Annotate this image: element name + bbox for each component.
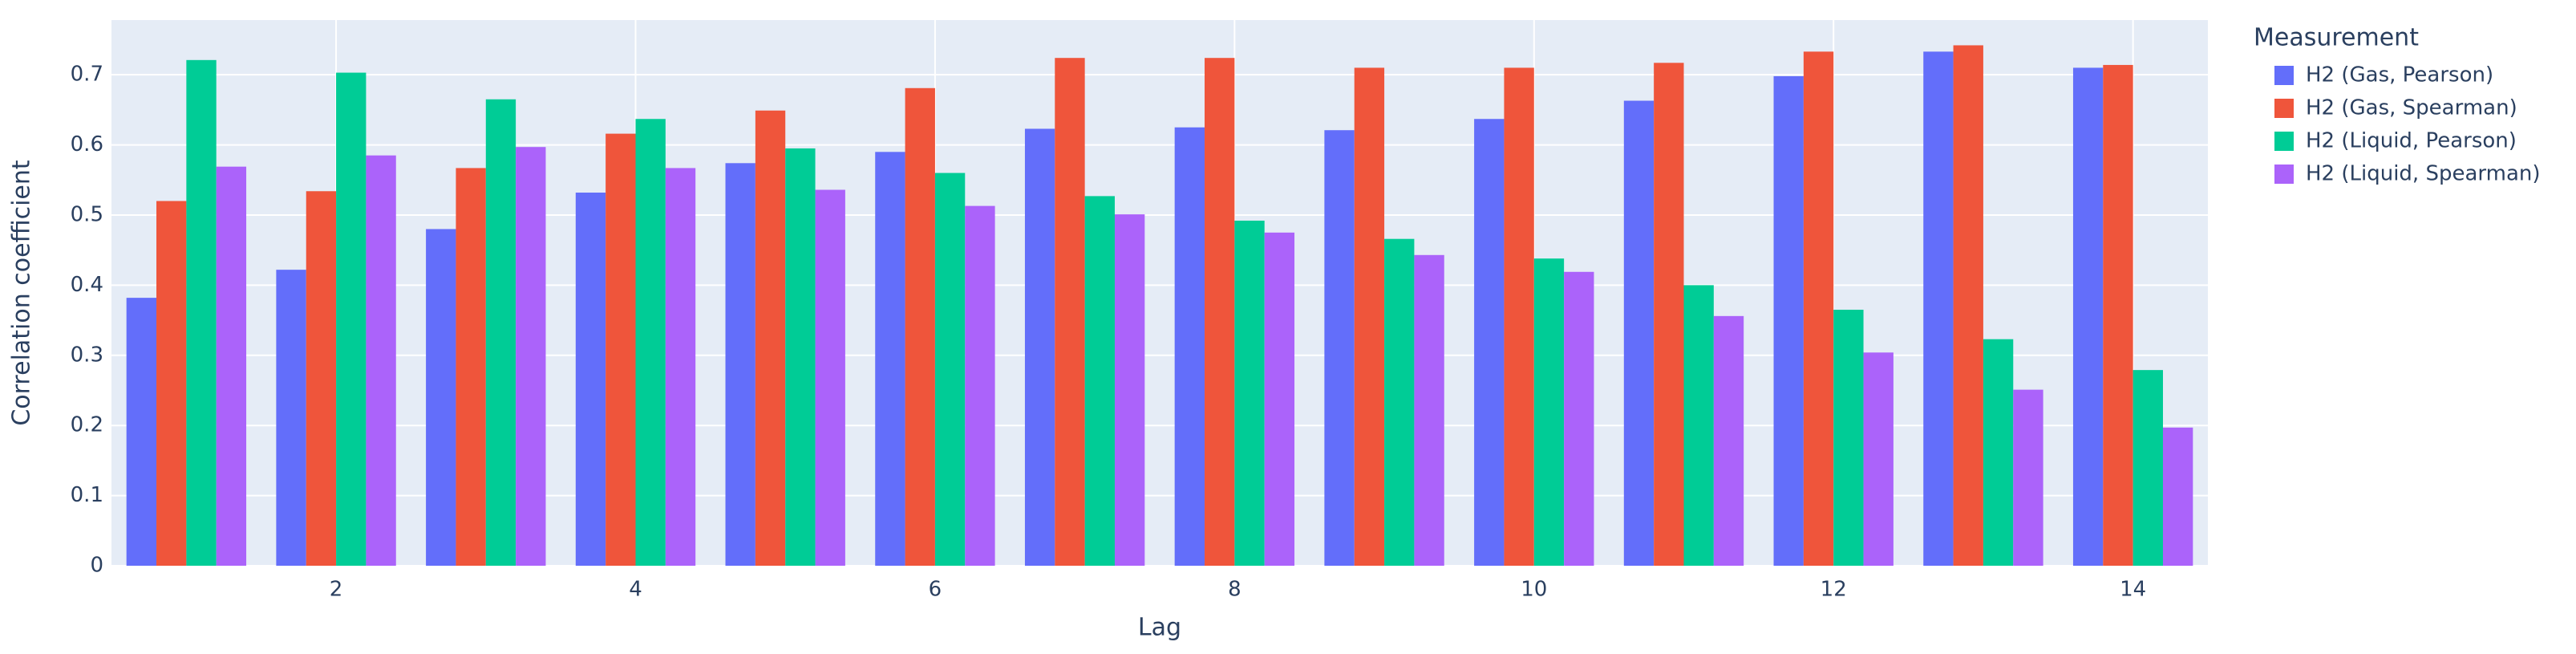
bars (126, 45, 2193, 567)
y-tick-label: 0.2 (71, 413, 103, 437)
bar (575, 193, 606, 566)
bar (725, 163, 755, 566)
bar (1833, 309, 1864, 566)
bar (1384, 238, 1415, 566)
bar (755, 110, 786, 567)
bar (635, 119, 666, 566)
bar (815, 189, 845, 566)
bar (1414, 254, 1444, 566)
bar (1055, 58, 1085, 567)
bar (934, 173, 966, 566)
bar (1205, 58, 1235, 567)
bar (156, 201, 187, 566)
bar (1354, 67, 1385, 566)
bar (336, 72, 367, 567)
bar (2072, 67, 2104, 566)
bar (1983, 339, 2014, 566)
legend-label: H2 (Gas, Pearson) (2306, 63, 2493, 87)
bar (1533, 258, 1565, 566)
x-tick-label: 10 (1521, 578, 1547, 602)
bar (366, 155, 396, 566)
y-tick-label: 0.7 (71, 63, 103, 87)
y-tick-label: 0.1 (71, 483, 103, 507)
bar (1654, 63, 1684, 567)
bar (1084, 196, 1115, 566)
bar (1953, 45, 1983, 567)
x-tick-label: 4 (629, 578, 642, 602)
bar (606, 133, 636, 567)
bar (426, 229, 456, 566)
bar (2103, 64, 2133, 567)
legend-swatch (2274, 99, 2294, 118)
bar (905, 87, 935, 566)
bar (1504, 67, 1534, 566)
x-tick-label: 6 (929, 578, 942, 602)
y-tick-label: 0 (90, 554, 103, 578)
x-axis-label: Lag (1138, 614, 1181, 642)
bar (1803, 51, 1834, 567)
bar (1024, 128, 1055, 566)
bar (1264, 232, 1295, 566)
bar (2132, 370, 2163, 566)
y-axis-label: Correlation coefficient (8, 160, 36, 426)
bar (276, 270, 306, 566)
x-tick-label: 12 (1821, 578, 1847, 602)
bar (1114, 214, 1145, 566)
bar (1683, 285, 1714, 566)
legend-label: H2 (Liquid, Pearson) (2306, 129, 2517, 153)
x-tick-label: 2 (330, 578, 343, 602)
bar (306, 191, 337, 567)
legend-swatch (2274, 66, 2294, 85)
bar (516, 147, 546, 567)
bar (1863, 352, 1894, 566)
bar (1174, 127, 1205, 566)
legend-label: H2 (Gas, Spearman) (2306, 96, 2517, 120)
bar (126, 298, 157, 566)
bar (875, 152, 905, 566)
y-tick-label: 0.3 (71, 343, 103, 367)
bar (2162, 427, 2193, 566)
bar (1474, 119, 1505, 566)
bar (1564, 271, 1594, 566)
bar (1324, 130, 1355, 567)
x-tick-label: 14 (2120, 578, 2146, 602)
bar (1234, 220, 1265, 566)
bar (456, 168, 486, 566)
bar (2013, 389, 2043, 566)
bar (665, 168, 696, 566)
bar (965, 205, 995, 566)
x-tick-label: 8 (1228, 578, 1241, 602)
bar (1773, 75, 1804, 567)
bar (1923, 51, 1954, 567)
legend-swatch (2274, 132, 2294, 151)
legend-label: H2 (Liquid, Spearman) (2306, 162, 2541, 186)
bar (1713, 315, 1744, 566)
y-tick-label: 0.6 (71, 132, 103, 156)
bar (1623, 100, 1655, 566)
y-tick-label: 0.4 (71, 273, 103, 297)
legend-swatch (2274, 165, 2294, 184)
bar (785, 148, 816, 566)
bar (485, 99, 516, 567)
y-tick-label: 0.5 (71, 202, 103, 226)
bar (186, 59, 217, 566)
legend-title: Measurement (2254, 24, 2419, 52)
bar (216, 166, 247, 566)
